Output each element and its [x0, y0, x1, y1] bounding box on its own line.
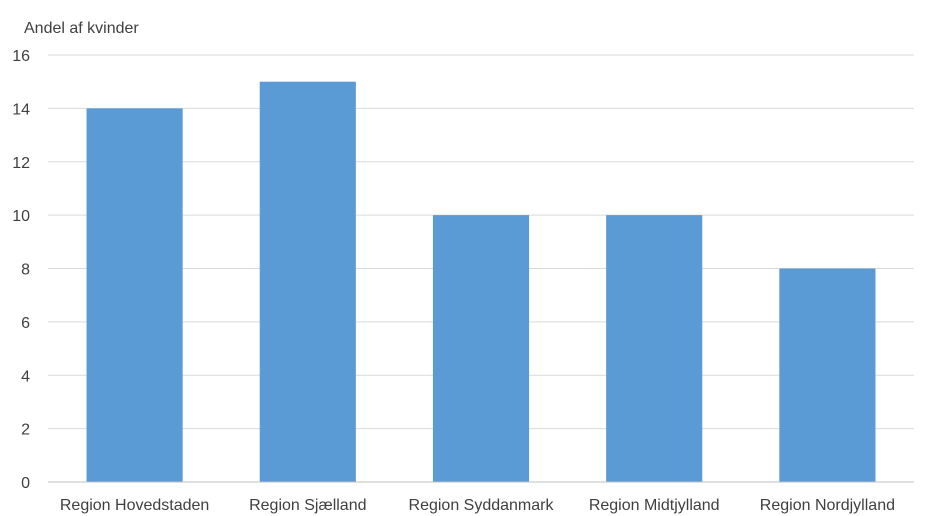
x-tick-label: Region Midtjylland	[589, 497, 720, 514]
x-tick-label: Region Nordjylland	[760, 497, 895, 514]
bar	[606, 215, 703, 482]
x-tick-label: Region Hovedstaden	[60, 497, 209, 514]
y-tick-labels: 0 2 4 6 8 10 12 14 16	[12, 48, 30, 492]
bar	[432, 215, 530, 482]
bars	[86, 81, 876, 482]
y-tick-label: 2	[21, 422, 30, 439]
x-tick-labels: Region Hovedstaden Region Sjælland Region …	[60, 497, 895, 514]
y-tick-label: 0	[21, 475, 30, 492]
y-tick-label: 10	[12, 208, 30, 225]
y-tick-label: 14	[12, 101, 30, 118]
x-tick-label: Region Syddanmark	[409, 497, 555, 514]
y-tick-label: 12	[12, 155, 30, 172]
bar	[259, 81, 356, 482]
bar	[779, 268, 876, 482]
y-tick-label: 16	[12, 48, 30, 65]
bar	[86, 108, 183, 482]
y-axis-title: Andel af kvinder	[24, 20, 139, 37]
x-tick-label: Region Sjælland	[249, 497, 366, 514]
y-tick-label: 4	[21, 368, 30, 385]
y-tick-label: 6	[21, 315, 30, 332]
y-tick-label: 8	[21, 262, 30, 279]
